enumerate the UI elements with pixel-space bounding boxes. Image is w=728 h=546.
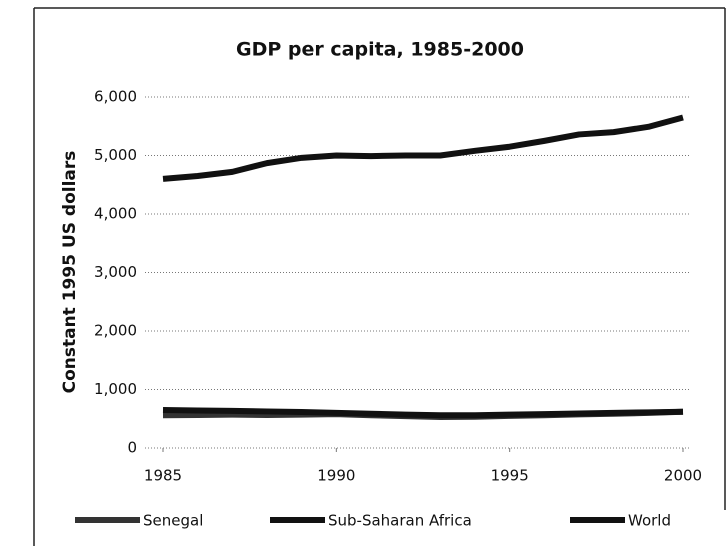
x-tick-label: 1995 <box>491 467 529 485</box>
y-tick-label: 1,000 <box>94 380 137 398</box>
line-series <box>162 114 684 182</box>
y-tick-label: 3,000 <box>94 263 137 281</box>
y-tick-label: 2,000 <box>94 322 137 340</box>
y-tick-label: 4,000 <box>94 205 137 223</box>
legend-label: Sub-Saharan Africa <box>328 512 472 530</box>
y-tick-label: 6,000 <box>94 88 137 106</box>
legend-label: Senegal <box>143 512 203 530</box>
line-series <box>162 406 684 419</box>
legend-label: World <box>628 512 671 530</box>
y-tick-label: 0 <box>127 439 137 457</box>
y-axis-label: Constant 1995 US dollars <box>60 151 80 394</box>
x-tick-label: 1985 <box>144 467 182 485</box>
chart-title: GDP per capita, 1985-2000 <box>236 39 524 61</box>
x-tick-label: 2000 <box>664 467 702 485</box>
y-tick-label: 5,000 <box>94 146 137 164</box>
x-tick-label: 1990 <box>317 467 355 485</box>
